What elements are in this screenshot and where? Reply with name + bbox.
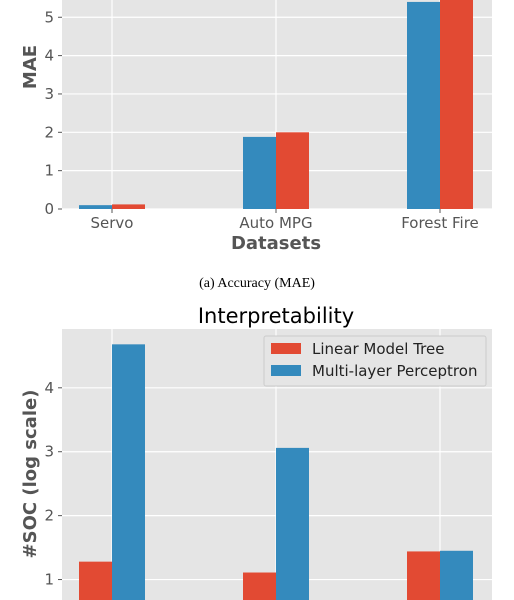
mae-x-ticks: Servo Auto MPG Forest Fire (91, 209, 479, 232)
mae-bar (243, 136, 276, 209)
mae-caption: (a) Accuracy (MAE) (199, 276, 315, 291)
interpretability-bars (79, 344, 473, 600)
interpretability-bar (112, 344, 145, 600)
mae-y-tick-label: 1 (44, 162, 54, 180)
interpretability-y-tick-label: 1 (44, 571, 54, 589)
mae-x-tick-label: Forest Fire (401, 214, 479, 232)
interpretability-y-tick-label: 2 (44, 507, 54, 525)
mae-bar (79, 205, 112, 209)
mae-y-axis-label: MAE (20, 45, 41, 89)
mae-y-tick-label: 2 (44, 123, 54, 141)
interpretability-bar (407, 551, 440, 600)
interpretability-bar (440, 550, 473, 600)
legend-label: Linear Model Tree (312, 340, 444, 358)
interpretability-y-tick-label: 4 (44, 379, 54, 397)
mae-chart: 0 1 2 3 4 5 Servo Auto MPG Forest Fire Datasets… (20, 0, 492, 291)
mae-x-axis-label: Datasets (231, 233, 321, 254)
mae-y-tick-label: 0 (44, 200, 54, 218)
legend-label: Multi-layer Perceptron (312, 362, 477, 380)
mae-y-ticks: 0 1 2 3 4 5 (44, 8, 62, 218)
mae-bars (79, 0, 473, 209)
interpretability-bar (79, 561, 112, 600)
mae-x-tick-label: Auto MPG (239, 214, 312, 232)
legend-swatch (271, 365, 301, 376)
interpretability-y-ticks: 1 2 3 4 (44, 379, 62, 589)
mae-bar (112, 204, 145, 209)
interpretability-y-tick-label: 3 (44, 443, 54, 461)
mae-y-tick-label: 3 (44, 85, 54, 103)
mae-bar (407, 1, 440, 209)
mae-bar (276, 132, 309, 209)
interpretability-y-axis-label: #SOC (log scale) (20, 390, 41, 559)
mae-y-tick-label: 5 (44, 8, 54, 26)
interpretability-title: Interpretability (198, 304, 354, 328)
interpretability-chart: Interpretability 1 2 3 4 #SOC (log scale) L… (20, 304, 492, 600)
mae-bar (440, 0, 473, 209)
legend-swatch (271, 343, 301, 354)
interpretability-bar (276, 447, 309, 600)
mae-x-tick-label: Servo (91, 214, 134, 232)
legend: Linear Model Tree Multi-layer Perceptron (263, 335, 487, 387)
mae-y-tick-label: 4 (44, 47, 54, 65)
legend-box (263, 335, 487, 387)
interpretability-bar (243, 572, 276, 600)
